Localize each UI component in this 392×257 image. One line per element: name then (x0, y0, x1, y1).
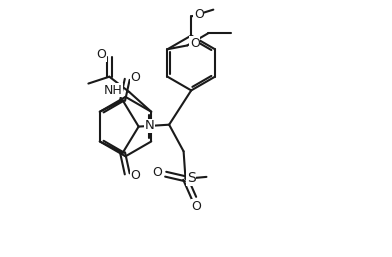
Text: O: O (152, 166, 162, 179)
Text: O: O (131, 169, 141, 182)
Text: NH: NH (103, 84, 122, 97)
Text: N: N (144, 119, 154, 132)
Text: O: O (131, 71, 141, 84)
Text: O: O (191, 200, 201, 213)
Text: O: O (190, 37, 200, 50)
Text: O: O (96, 49, 106, 61)
Text: S: S (187, 171, 196, 185)
Text: O: O (194, 8, 204, 21)
